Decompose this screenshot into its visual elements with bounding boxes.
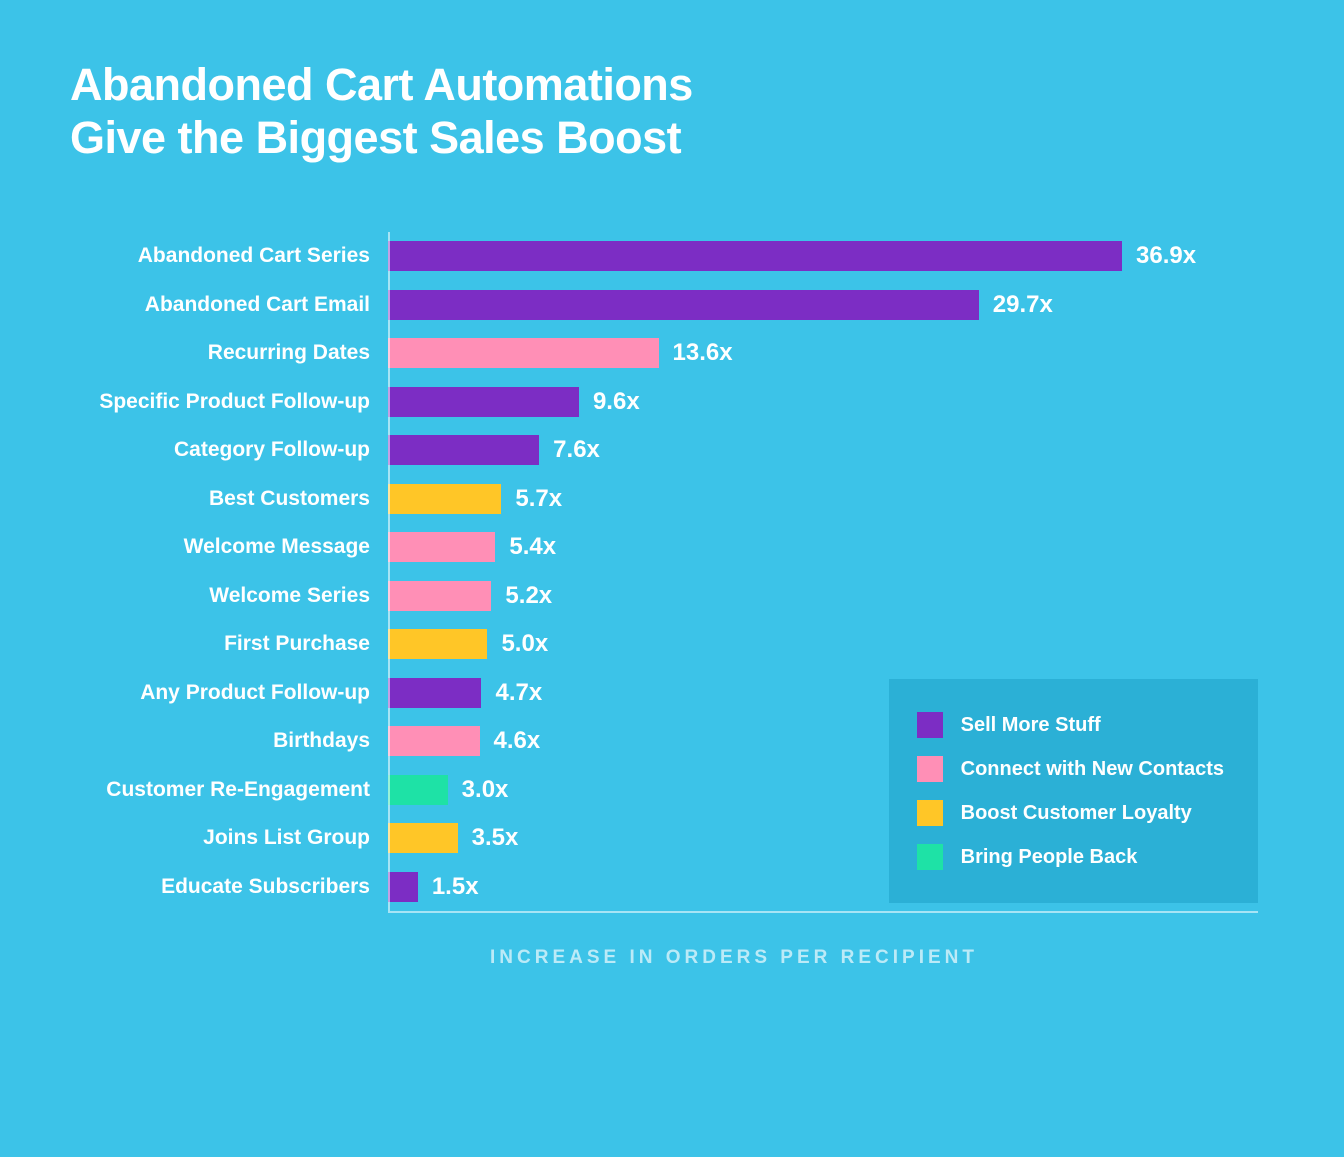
bar-zone: 7.6x xyxy=(388,426,1274,475)
legend-item: Boost Customer Loyalty xyxy=(917,791,1224,835)
value-label: 3.5x xyxy=(472,824,519,852)
category-label: Educate Subscribers xyxy=(70,875,388,899)
legend: Sell More Stuff Connect with New Contacts… xyxy=(889,679,1258,903)
bar-zone: 9.6x xyxy=(388,378,1274,427)
value-label: 1.5x xyxy=(432,873,479,901)
category-label: Any Product Follow-up xyxy=(70,681,388,705)
title-line-2: Give the Biggest Sales Boost xyxy=(70,112,681,163)
bar xyxy=(388,435,539,465)
bar-zone: 29.7x xyxy=(388,281,1274,330)
category-label: Recurring Dates xyxy=(70,341,388,365)
value-label: 29.7x xyxy=(993,291,1053,319)
bar xyxy=(388,241,1122,271)
y-axis-line xyxy=(388,232,390,911)
bar xyxy=(388,726,480,756)
bar xyxy=(388,629,487,659)
chart-row: Abandoned Cart Series 36.9x xyxy=(70,232,1274,281)
legend-swatch xyxy=(917,844,943,870)
x-axis-line xyxy=(388,911,1258,913)
legend-item: Bring People Back xyxy=(917,835,1224,879)
bar xyxy=(388,290,979,320)
bar-zone: 13.6x xyxy=(388,329,1274,378)
value-label: 7.6x xyxy=(553,436,600,464)
legend-item: Sell More Stuff xyxy=(917,703,1224,747)
category-label: Welcome Message xyxy=(70,535,388,559)
legend-swatch xyxy=(917,800,943,826)
value-label: 5.2x xyxy=(505,582,552,610)
bar-zone: 5.0x xyxy=(388,620,1274,669)
x-axis-label: INCREASE IN ORDERS PER RECIPIENT xyxy=(490,947,978,969)
title-line-1: Abandoned Cart Automations xyxy=(70,59,693,110)
legend-swatch xyxy=(917,712,943,738)
bar xyxy=(388,678,481,708)
category-label: Category Follow-up xyxy=(70,438,388,462)
chart-row: Welcome Message 5.4x xyxy=(70,523,1274,572)
category-label: Abandoned Cart Series xyxy=(70,244,388,268)
bar xyxy=(388,387,579,417)
category-label: Customer Re-Engagement xyxy=(70,778,388,802)
value-label: 3.0x xyxy=(462,776,509,804)
legend-label: Connect with New Contacts xyxy=(961,758,1224,781)
category-label: First Purchase xyxy=(70,632,388,656)
category-label: Abandoned Cart Email xyxy=(70,293,388,317)
value-label: 9.6x xyxy=(593,388,640,416)
category-label: Best Customers xyxy=(70,487,388,511)
category-label: Specific Product Follow-up xyxy=(70,390,388,414)
bar xyxy=(388,775,448,805)
bar-zone: 5.4x xyxy=(388,523,1274,572)
bar xyxy=(388,484,501,514)
bar xyxy=(388,823,458,853)
value-label: 5.7x xyxy=(515,485,562,513)
category-label: Birthdays xyxy=(70,729,388,753)
chart-row: Abandoned Cart Email 29.7x xyxy=(70,281,1274,330)
legend-label: Sell More Stuff xyxy=(961,714,1101,737)
legend-label: Bring People Back xyxy=(961,846,1138,869)
bar-zone: 5.2x xyxy=(388,572,1274,621)
value-label: 13.6x xyxy=(673,339,733,367)
bar-zone: 36.9x xyxy=(388,232,1274,281)
bar xyxy=(388,872,418,902)
chart-row: Recurring Dates 13.6x xyxy=(70,329,1274,378)
value-label: 5.4x xyxy=(509,533,556,561)
chart-row: Welcome Series 5.2x xyxy=(70,572,1274,621)
chart-row: Specific Product Follow-up 9.6x xyxy=(70,378,1274,427)
bar xyxy=(388,338,659,368)
value-label: 4.6x xyxy=(494,727,541,755)
chart-row: Category Follow-up 7.6x xyxy=(70,426,1274,475)
category-label: Joins List Group xyxy=(70,826,388,850)
value-label: 4.7x xyxy=(495,679,542,707)
legend-item: Connect with New Contacts xyxy=(917,747,1224,791)
bar-zone: 5.7x xyxy=(388,475,1274,524)
legend-label: Boost Customer Loyalty xyxy=(961,802,1192,825)
chart-title: Abandoned Cart Automations Give the Bigg… xyxy=(70,58,693,164)
chart-row: First Purchase 5.0x xyxy=(70,620,1274,669)
value-label: 5.0x xyxy=(501,630,548,658)
chart-row: Best Customers 5.7x xyxy=(70,475,1274,524)
category-label: Welcome Series xyxy=(70,584,388,608)
value-label: 36.9x xyxy=(1136,242,1196,270)
bar xyxy=(388,532,495,562)
legend-swatch xyxy=(917,756,943,782)
bar xyxy=(388,581,491,611)
